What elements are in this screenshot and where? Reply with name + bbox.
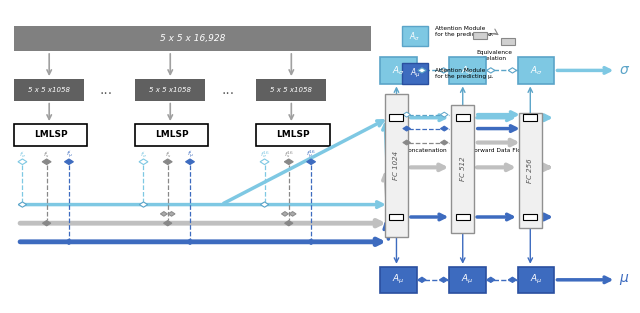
Polygon shape [403, 112, 410, 117]
Text: $A_{\mu}$: $A_{\mu}$ [410, 67, 420, 80]
Text: FC 512: FC 512 [460, 156, 466, 181]
FancyBboxPatch shape [14, 124, 88, 146]
FancyBboxPatch shape [451, 105, 474, 233]
Text: Attention Module
for the predicting μ.: Attention Module for the predicting μ. [435, 68, 493, 79]
Polygon shape [440, 140, 448, 145]
Polygon shape [508, 277, 516, 282]
Polygon shape [260, 159, 269, 165]
FancyBboxPatch shape [135, 124, 209, 146]
Text: 5 x 5 x1058: 5 x 5 x1058 [270, 87, 312, 93]
Polygon shape [403, 140, 410, 145]
Polygon shape [440, 68, 448, 73]
Text: $f^{i}_{s}$: $f^{i}_{s}$ [164, 150, 171, 160]
Polygon shape [307, 159, 316, 165]
FancyBboxPatch shape [401, 64, 428, 84]
Text: $A_{\mu}$: $A_{\mu}$ [461, 273, 474, 286]
Text: FC 1024: FC 1024 [394, 151, 399, 180]
Text: ...: ... [100, 83, 113, 97]
Text: Attention Module
for the predicting σ.: Attention Module for the predicting σ. [435, 26, 493, 37]
Polygon shape [289, 212, 296, 216]
FancyBboxPatch shape [256, 79, 326, 101]
Polygon shape [440, 277, 448, 282]
Text: Equivalence
Relation: Equivalence Relation [476, 50, 512, 61]
Text: $f^{16}_{\sigma}$: $f^{16}_{\sigma}$ [260, 150, 269, 160]
FancyBboxPatch shape [518, 267, 554, 293]
Polygon shape [140, 202, 148, 207]
Polygon shape [508, 68, 516, 73]
FancyBboxPatch shape [519, 113, 541, 228]
Text: $f^{i}_{\mu}$: $f^{i}_{\mu}$ [187, 149, 193, 161]
Polygon shape [65, 159, 74, 165]
Polygon shape [164, 221, 172, 226]
Text: $f^{i}_{\sigma}$: $f^{i}_{\sigma}$ [19, 150, 26, 160]
FancyBboxPatch shape [524, 213, 538, 220]
Text: LMLSP: LMLSP [34, 130, 68, 139]
Polygon shape [168, 212, 175, 216]
Text: $\sigma$: $\sigma$ [620, 64, 630, 77]
FancyBboxPatch shape [14, 79, 84, 101]
Text: $f^{i}_{s}$: $f^{i}_{s}$ [44, 150, 50, 160]
FancyBboxPatch shape [449, 267, 486, 293]
Polygon shape [486, 68, 495, 73]
Polygon shape [440, 126, 448, 131]
FancyBboxPatch shape [385, 95, 408, 237]
Text: $A_{\sigma}$: $A_{\sigma}$ [410, 30, 420, 43]
Polygon shape [186, 159, 195, 165]
Polygon shape [260, 202, 269, 207]
Text: 5 x 5 x 16,928: 5 x 5 x 16,928 [160, 34, 225, 43]
Polygon shape [139, 159, 148, 165]
Polygon shape [161, 212, 168, 216]
FancyBboxPatch shape [135, 79, 205, 101]
FancyBboxPatch shape [401, 26, 428, 46]
Polygon shape [440, 112, 448, 117]
Text: 5 x 5 x1058: 5 x 5 x1058 [28, 87, 70, 93]
Text: $f^{i}_{\sigma}$: $f^{i}_{\sigma}$ [140, 150, 147, 160]
Polygon shape [42, 159, 51, 165]
Text: $f^{16}_{s}$: $f^{16}_{s}$ [284, 150, 294, 160]
FancyBboxPatch shape [380, 267, 417, 293]
Polygon shape [186, 239, 194, 244]
Text: $A_{\sigma}$: $A_{\sigma}$ [529, 64, 543, 77]
FancyBboxPatch shape [256, 124, 330, 146]
Text: $\mu$: $\mu$ [620, 272, 630, 287]
Polygon shape [19, 202, 26, 207]
Text: $f^{i}_{\mu}$: $f^{i}_{\mu}$ [65, 149, 72, 161]
Text: $A_{\sigma}$: $A_{\sigma}$ [461, 64, 474, 77]
Polygon shape [18, 159, 27, 165]
Polygon shape [307, 239, 316, 244]
Text: FC 256: FC 256 [527, 158, 533, 183]
FancyBboxPatch shape [380, 57, 417, 84]
Polygon shape [42, 221, 51, 226]
FancyBboxPatch shape [456, 114, 470, 121]
FancyBboxPatch shape [501, 38, 515, 45]
Text: ...: ... [221, 83, 234, 97]
Polygon shape [163, 159, 172, 165]
Polygon shape [285, 221, 293, 226]
Polygon shape [403, 126, 410, 131]
Text: $A_{\mu}$: $A_{\mu}$ [530, 273, 542, 286]
Text: Forward Data Flow: Forward Data Flow [472, 148, 526, 153]
Text: $A_{\mu}$: $A_{\mu}$ [392, 273, 404, 286]
FancyBboxPatch shape [390, 213, 403, 220]
Polygon shape [282, 212, 289, 216]
Text: $f^{16}_{\mu}$: $f^{16}_{\mu}$ [306, 149, 316, 161]
Text: $A_{\sigma}$: $A_{\sigma}$ [392, 64, 405, 77]
FancyBboxPatch shape [14, 26, 371, 51]
FancyBboxPatch shape [390, 114, 403, 121]
FancyBboxPatch shape [449, 57, 486, 84]
FancyBboxPatch shape [518, 57, 554, 84]
FancyBboxPatch shape [524, 114, 538, 121]
Polygon shape [284, 159, 293, 165]
Text: LMLSP: LMLSP [276, 130, 310, 139]
Polygon shape [418, 277, 426, 282]
FancyBboxPatch shape [456, 213, 470, 220]
Text: LMLSP: LMLSP [155, 130, 189, 139]
Text: Concatenation: Concatenation [404, 148, 447, 153]
Text: 5 x 5 x1058: 5 x 5 x1058 [149, 87, 191, 93]
Polygon shape [418, 68, 426, 73]
FancyBboxPatch shape [473, 32, 487, 39]
Polygon shape [486, 277, 495, 282]
Polygon shape [65, 239, 73, 244]
